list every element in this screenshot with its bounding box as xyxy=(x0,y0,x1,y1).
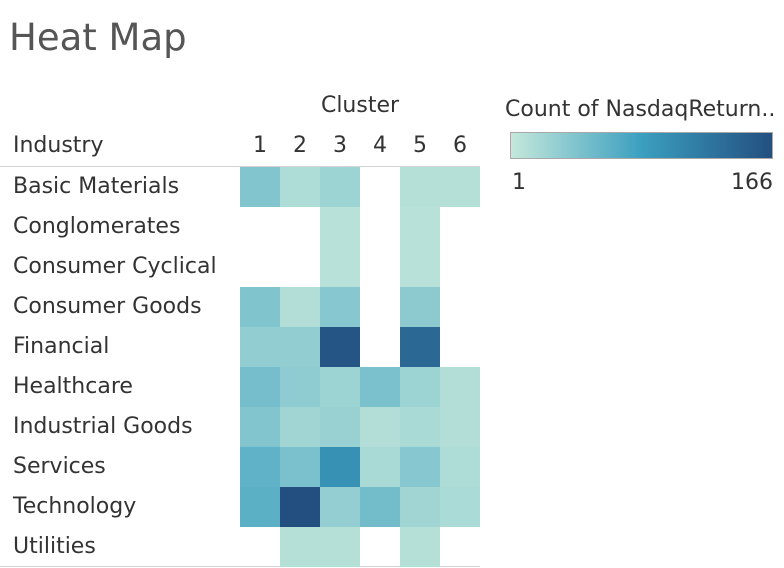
heatmap-cell[interactable] xyxy=(440,407,480,447)
heatmap-cell[interactable] xyxy=(280,407,320,447)
heatmap-cell[interactable] xyxy=(400,247,440,287)
heatmap-cell[interactable] xyxy=(240,407,280,447)
heatmap-cell[interactable] xyxy=(320,447,360,487)
heatmap-cell[interactable] xyxy=(240,487,280,527)
heatmap-cell[interactable] xyxy=(320,407,360,447)
heatmap-cell[interactable] xyxy=(280,287,320,327)
heatmap-cell[interactable] xyxy=(400,447,440,487)
column-label: 3 xyxy=(333,133,347,158)
heatmap-cell[interactable] xyxy=(320,207,360,247)
column-header-title: Cluster xyxy=(320,93,400,118)
row-label: Utilities xyxy=(13,534,96,559)
heatmap-cell[interactable] xyxy=(400,367,440,407)
row-label: Basic Materials xyxy=(13,174,180,199)
heatmap-cell[interactable] xyxy=(240,447,280,487)
heatmap-cell[interactable] xyxy=(400,407,440,447)
heatmap-cell[interactable] xyxy=(240,327,280,367)
row-label: Consumer Goods xyxy=(13,294,202,319)
heatmap-cell[interactable] xyxy=(440,487,480,527)
row-header-title: Industry xyxy=(13,133,104,158)
heatmap-cell[interactable] xyxy=(440,447,480,487)
heatmap-cell[interactable] xyxy=(320,527,360,567)
heatmap-cell[interactable] xyxy=(400,327,440,367)
row-label: Technology xyxy=(13,494,137,519)
heatmap-cell[interactable] xyxy=(280,327,320,367)
legend-gradient-bar xyxy=(510,132,773,159)
heatmap-cell[interactable] xyxy=(360,407,400,447)
heatmap-cell[interactable] xyxy=(360,447,400,487)
column-label: 5 xyxy=(413,133,427,158)
row-label: Healthcare xyxy=(13,374,133,399)
heatmap-cell[interactable] xyxy=(320,327,360,367)
heatmap-cell[interactable] xyxy=(320,167,360,207)
heatmap-cell[interactable] xyxy=(400,287,440,327)
heatmap-cell[interactable] xyxy=(280,447,320,487)
heatmap-cell[interactable] xyxy=(400,207,440,247)
chart-title: Heat Map xyxy=(9,16,187,59)
heatmap-cell[interactable] xyxy=(280,367,320,407)
bottom-divider xyxy=(0,566,480,567)
heatmap-cell[interactable] xyxy=(440,367,480,407)
row-label: Industrial Goods xyxy=(13,414,193,439)
column-label: 6 xyxy=(453,133,467,158)
heatmap-cell[interactable] xyxy=(360,367,400,407)
heatmap-cell[interactable] xyxy=(400,487,440,527)
heatmap-cell[interactable] xyxy=(240,287,280,327)
column-label: 2 xyxy=(293,133,307,158)
heatmap-cell[interactable] xyxy=(440,167,480,207)
row-label: Financial xyxy=(13,334,110,359)
heatmap-cell[interactable] xyxy=(400,167,440,207)
legend-max-label: 166 xyxy=(731,170,773,195)
heatmap-cell[interactable] xyxy=(320,287,360,327)
heatmap-cell[interactable] xyxy=(240,167,280,207)
heatmap-cell[interactable] xyxy=(320,367,360,407)
legend-min-label: 1 xyxy=(512,170,526,195)
row-label: Services xyxy=(13,454,106,479)
heatmap-cell[interactable] xyxy=(320,487,360,527)
column-label: 1 xyxy=(253,133,267,158)
column-label: 4 xyxy=(373,133,387,158)
row-label: Conglomerates xyxy=(13,214,181,239)
heatmap-cell[interactable] xyxy=(360,487,400,527)
heatmap-cell[interactable] xyxy=(280,487,320,527)
heatmap-cell[interactable] xyxy=(280,527,320,567)
header-divider xyxy=(0,166,480,167)
legend-title: Count of NasdaqReturn.. xyxy=(505,97,776,122)
heatmap-cell[interactable] xyxy=(320,247,360,287)
heatmap-cell[interactable] xyxy=(400,527,440,567)
heatmap-cell[interactable] xyxy=(280,167,320,207)
row-label: Consumer Cyclical xyxy=(13,254,217,279)
heatmap-cell[interactable] xyxy=(240,367,280,407)
